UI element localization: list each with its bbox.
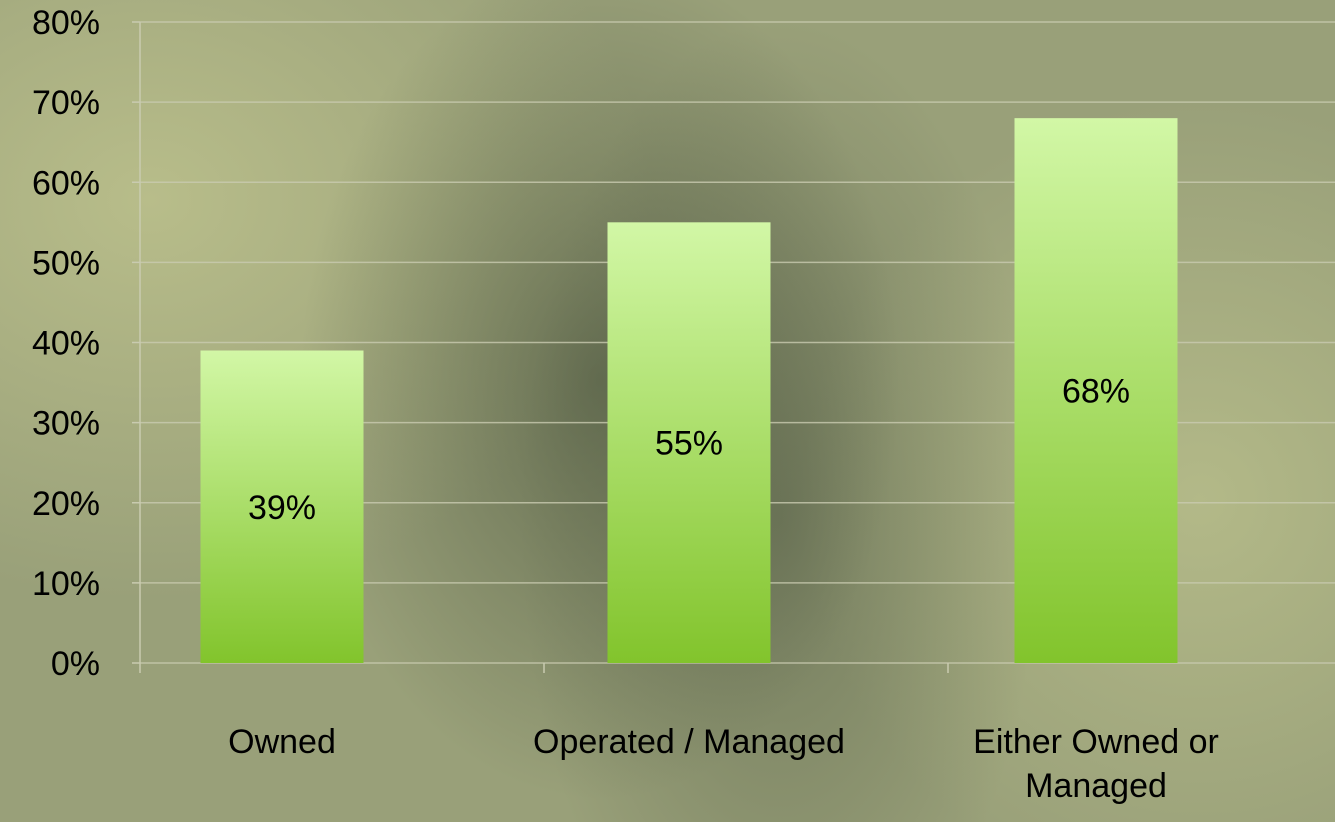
y-tick-label: 80% bbox=[32, 4, 100, 42]
y-tick-label: 0% bbox=[51, 645, 100, 683]
y-tick-label: 10% bbox=[32, 565, 100, 603]
y-tick-label: 50% bbox=[32, 244, 100, 282]
x-tick-label: Either Owned or Managed bbox=[901, 720, 1291, 808]
y-tick-label: 60% bbox=[32, 164, 100, 202]
y-tick-label: 70% bbox=[32, 84, 100, 122]
data-label: 68% bbox=[1062, 373, 1130, 411]
chart-page: 0% 10% 20% 30% 40% 50% 60% 70% 80% 39% 55% 68% Owne… bbox=[0, 0, 1335, 822]
data-label: 55% bbox=[655, 425, 723, 463]
x-tick-label: Owned bbox=[87, 720, 477, 764]
y-tick-label: 40% bbox=[32, 325, 100, 363]
data-label: 39% bbox=[248, 489, 316, 527]
y-tick-label: 30% bbox=[32, 405, 100, 443]
x-tick-label: Operated / Managed bbox=[494, 720, 884, 764]
chart: 0% 10% 20% 30% 40% 50% 60% 70% 80% 39% 55% 68% bbox=[0, 0, 1335, 822]
y-tick-label: 20% bbox=[32, 485, 100, 523]
